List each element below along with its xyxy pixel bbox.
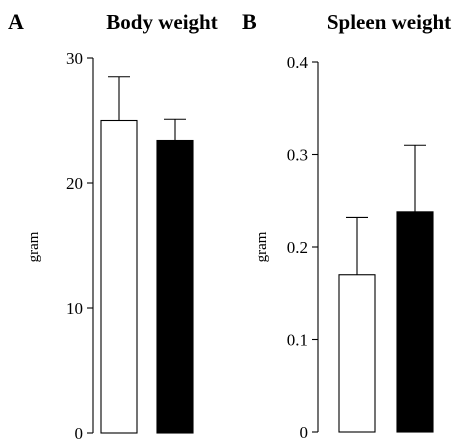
- chart-title-a: Body weight: [106, 10, 217, 34]
- panel-label-a: A: [8, 9, 24, 34]
- y-tick-label-a: 20: [66, 174, 83, 193]
- y-tick-label-b: 0: [300, 423, 309, 442]
- bars-b: [338, 144, 434, 433]
- y-axis-b: 0 0.1 0.2 0.3 0.4: [287, 53, 319, 442]
- bars-a: [100, 76, 194, 434]
- panel-label-b: B: [242, 9, 257, 34]
- panel-b: B Spleen weight gram 0 0.1 0.2 0.3 0.4: [242, 9, 451, 442]
- y-tick-label-a: 30: [66, 49, 83, 68]
- y-axis-label-b: gram: [254, 231, 270, 262]
- bar-b-1: [338, 274, 376, 433]
- y-tick-label-a: 0: [75, 424, 84, 443]
- y-axis-label-a: gram: [26, 231, 42, 262]
- bar-b-2: [396, 211, 434, 433]
- y-tick-label-b: 0.2: [287, 238, 308, 257]
- y-tick-label-b: 0.1: [287, 331, 308, 350]
- y-tick-label-b: 0.3: [287, 146, 308, 165]
- bar-a-2: [156, 139, 194, 434]
- y-axis-a: 0 10 20 30: [66, 49, 94, 443]
- y-tick-label-b: 0.4: [287, 53, 309, 72]
- bar-a-1: [100, 119, 138, 434]
- chart-title-b: Spleen weight: [327, 10, 451, 34]
- panel-a: A Body weight gram 0 10 20 30: [8, 9, 218, 443]
- y-tick-label-a: 10: [66, 299, 83, 318]
